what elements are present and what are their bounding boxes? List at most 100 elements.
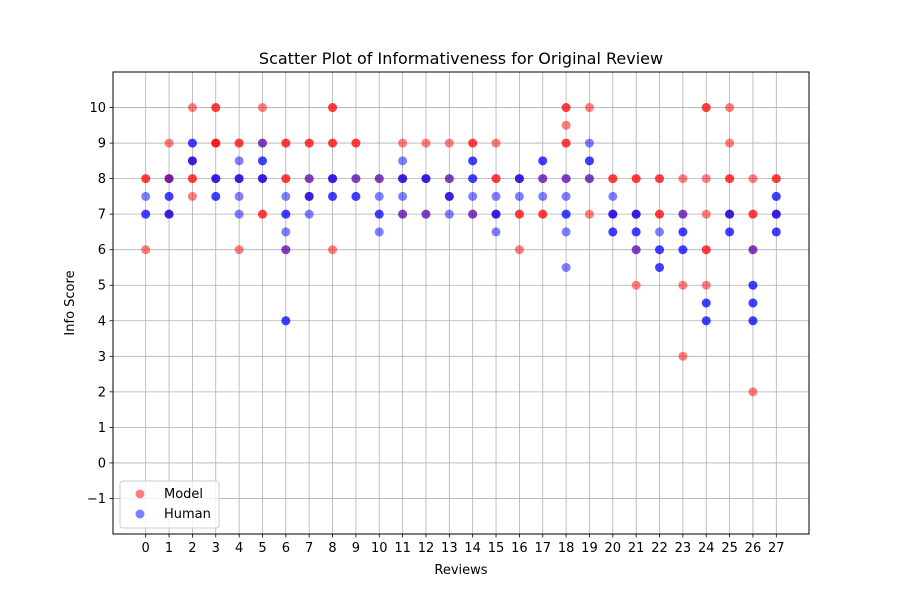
human-point (468, 209, 478, 219)
human-point (257, 138, 267, 148)
model-point (678, 351, 688, 361)
x-tick-label: 16 (511, 541, 528, 556)
model-point (748, 387, 758, 397)
plot-frame (112, 71, 810, 535)
human-point (608, 227, 618, 237)
x-tick-label: 15 (488, 541, 505, 556)
x-tick-label: 6 (282, 541, 290, 556)
human-point (655, 245, 665, 255)
human-point (444, 191, 454, 201)
y-tick-label: 2 (98, 385, 106, 400)
model-point (281, 174, 291, 184)
model-point (701, 245, 711, 255)
human-point (234, 209, 244, 219)
human-point (374, 209, 384, 219)
model-point (257, 103, 267, 113)
human-point (304, 209, 314, 219)
model-point (281, 138, 291, 148)
y-tick-label: 3 (98, 350, 106, 365)
model-point (561, 103, 571, 113)
human-point (608, 209, 618, 219)
human-point (234, 174, 244, 184)
human-point (725, 227, 735, 237)
y-tick-label: 0 (98, 456, 106, 471)
human-point (514, 191, 524, 201)
x-tick-label: 19 (581, 541, 598, 556)
model-point (725, 103, 735, 113)
model-point (141, 245, 151, 255)
y-axis-label: Info Score (63, 270, 78, 335)
x-tick-label: 4 (235, 541, 243, 556)
human-point (281, 227, 291, 237)
model-point (444, 138, 454, 148)
human-point (631, 227, 641, 237)
model-point (304, 138, 314, 148)
y-tick-label: 7 (98, 208, 106, 223)
x-tick-label: 17 (534, 541, 551, 556)
human-point (351, 174, 361, 184)
y-tick-label: 6 (98, 243, 106, 258)
human-point (187, 156, 197, 166)
human-point (468, 156, 478, 166)
model-point (701, 209, 711, 219)
x-tick-label: 23 (675, 541, 692, 556)
human-point (561, 227, 571, 237)
y-tick-label: 10 (89, 101, 106, 116)
x-tick-label: 26 (745, 541, 762, 556)
legend: Model Human (119, 480, 220, 529)
x-tick-label: 20 (605, 541, 622, 556)
human-point (584, 138, 594, 148)
x-tick-label: 8 (328, 541, 336, 556)
human-point (561, 209, 571, 219)
x-tick-label: 21 (628, 541, 645, 556)
model-point (328, 103, 338, 113)
human-point (678, 209, 688, 219)
model-point (187, 191, 197, 201)
human-point (748, 316, 758, 326)
x-tick-label: 3 (212, 541, 220, 556)
model-point (468, 138, 478, 148)
human-point (187, 138, 197, 148)
model-point (421, 138, 431, 148)
model-point (561, 138, 571, 148)
x-tick-label: 24 (698, 541, 715, 556)
x-tick-label: 22 (651, 541, 668, 556)
human-point (725, 209, 735, 219)
human-point (444, 209, 454, 219)
legend-marker-human (135, 509, 145, 519)
human-point (304, 191, 314, 201)
human-point (257, 156, 267, 166)
x-tick-label: 9 (352, 541, 360, 556)
legend-marker-model (135, 489, 145, 499)
human-point (655, 262, 665, 272)
model-point (211, 103, 221, 113)
y-tick-label: −1 (87, 492, 106, 507)
human-point (164, 209, 174, 219)
human-point (584, 174, 594, 184)
human-point (281, 191, 291, 201)
human-point (421, 209, 431, 219)
human-point (701, 298, 711, 308)
model-point (234, 245, 244, 255)
y-tick-label: 9 (98, 137, 106, 152)
human-point (328, 174, 338, 184)
y-tick-label: 1 (98, 421, 106, 436)
human-point (491, 209, 501, 219)
model-point (514, 245, 524, 255)
model-point (678, 174, 688, 184)
model-point (491, 138, 501, 148)
human-point (748, 298, 758, 308)
human-point (678, 227, 688, 237)
human-point (351, 191, 361, 201)
x-axis-label: Reviews (434, 563, 487, 578)
x-tick-label: 12 (418, 541, 435, 556)
model-point (187, 174, 197, 184)
model-point (234, 138, 244, 148)
human-point (211, 191, 221, 201)
x-tick-label: 10 (371, 541, 388, 556)
y-axis-ticks: −1 0 1 2 3 4 5 6 7 8 9 10 (87, 101, 113, 507)
model-point (141, 174, 151, 184)
model-point (701, 280, 711, 290)
x-tick-label: 0 (142, 541, 150, 556)
human-point (748, 280, 758, 290)
